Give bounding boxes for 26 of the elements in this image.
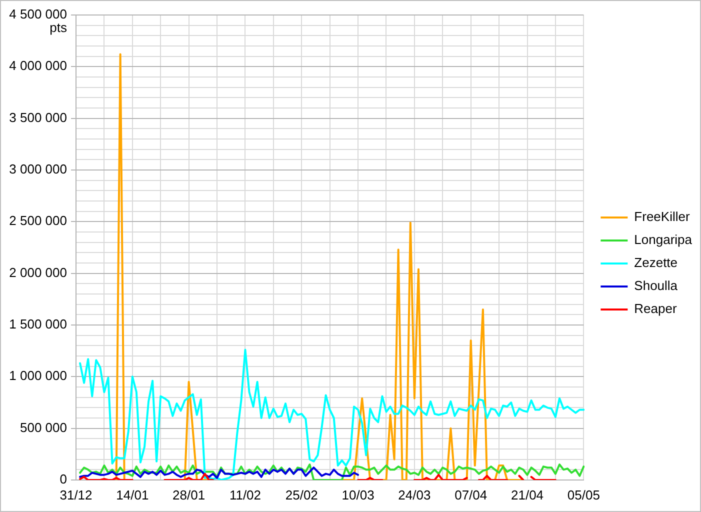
- legend-label: Shoulla: [634, 278, 678, 294]
- x-tick-label: 11/02: [229, 487, 262, 502]
- y-tick-label: 4 000 000: [9, 58, 67, 74]
- x-tick-label: 25/02: [285, 487, 318, 502]
- y-axis-title: pts: [50, 20, 68, 36]
- x-tick-label: 24/03: [398, 487, 431, 502]
- y-tick-label: 3 500 000: [9, 110, 67, 125]
- legend-label: Zezette: [634, 255, 678, 270]
- legend-label: FreeKiller: [634, 209, 690, 224]
- y-tick-label: 0: [60, 472, 67, 487]
- y-tick-label: 2 500 000: [9, 213, 67, 228]
- legend-label: Longaripa: [634, 232, 693, 248]
- x-tick-label: 10/03: [342, 487, 374, 502]
- y-tick-label: 4 500 000: [9, 6, 67, 22]
- y-tick-label: 1 500 000: [9, 316, 67, 332]
- x-tick-label: 14/01: [116, 487, 149, 502]
- x-tick-label: 31/12: [60, 487, 92, 502]
- x-tick-label: 07/04: [454, 487, 488, 502]
- x-tick-label: 21/04: [510, 487, 544, 502]
- y-tick-label: 2 000 000: [9, 264, 67, 280]
- y-tick-label: 1 000 000: [9, 368, 67, 384]
- x-tick-label: 05/05: [567, 487, 600, 502]
- legend-label: Reaper: [634, 301, 678, 316]
- x-tick-label: 28/01: [172, 487, 206, 502]
- y-tick-label: 500 000: [20, 420, 67, 435]
- y-tick-label: 3 000 000: [9, 162, 67, 177]
